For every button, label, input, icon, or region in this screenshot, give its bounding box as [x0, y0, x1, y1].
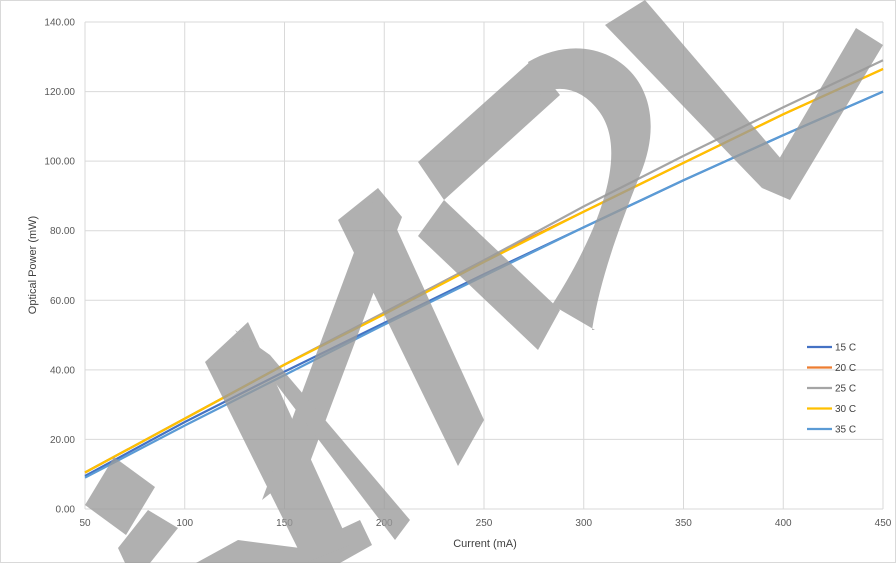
y-tick-label: 140.00	[44, 18, 75, 29]
legend: 15 C 20 C 25 C 30 C 35 C	[807, 343, 856, 436]
watermark-stroke	[605, 0, 782, 188]
x-axis-title: Current (mA)	[453, 538, 517, 550]
legend-label: 15 C	[835, 343, 856, 354]
x-tick-label: 400	[775, 518, 792, 529]
y-tick-label: 20.00	[50, 435, 75, 446]
legend-item: 20 C	[807, 363, 856, 374]
watermark-stroke	[262, 188, 402, 500]
watermark-stroke	[118, 510, 178, 563]
x-tick-label: 450	[875, 518, 892, 529]
y-tick-label: 0.00	[56, 505, 76, 516]
watermark-stroke	[235, 330, 410, 540]
watermark-stroke	[762, 28, 883, 200]
legend-label: 20 C	[835, 363, 856, 374]
y-tick-label: 120.00	[44, 87, 75, 98]
y-axis-title: Optical Power (mW)	[27, 216, 39, 314]
watermark-stroke	[418, 200, 560, 350]
y-tick-label: 40.00	[50, 365, 75, 376]
y-tick-label: 100.00	[44, 157, 75, 168]
y-tick-label: 60.00	[50, 296, 75, 307]
watermark-stroke	[85, 457, 155, 535]
legend-label: 30 C	[835, 404, 856, 415]
x-tick-label: 300	[575, 518, 592, 529]
x-tick-label: 50	[79, 518, 91, 529]
watermark-stroke	[528, 48, 651, 330]
legend-item: 30 C	[807, 404, 856, 415]
x-tick-label: 350	[675, 518, 692, 529]
x-tick-label: 100	[176, 518, 193, 529]
x-tick-label: 150	[276, 518, 293, 529]
watermark	[85, 0, 883, 563]
y-tick-label: 80.00	[50, 226, 75, 237]
x-tick-label: 250	[476, 518, 493, 529]
watermark-stroke	[418, 60, 560, 200]
y-axis-ticks: 0.00 20.00 40.00 60.00 80.00 100.00 120.00 140.…	[44, 18, 75, 516]
legend-label: 35 C	[835, 425, 856, 436]
legend-label: 25 C	[835, 384, 856, 395]
watermark-stroke	[205, 322, 350, 563]
legend-item: 35 C	[807, 425, 856, 436]
legend-item: 15 C	[807, 343, 856, 354]
legend-item: 25 C	[807, 384, 856, 395]
